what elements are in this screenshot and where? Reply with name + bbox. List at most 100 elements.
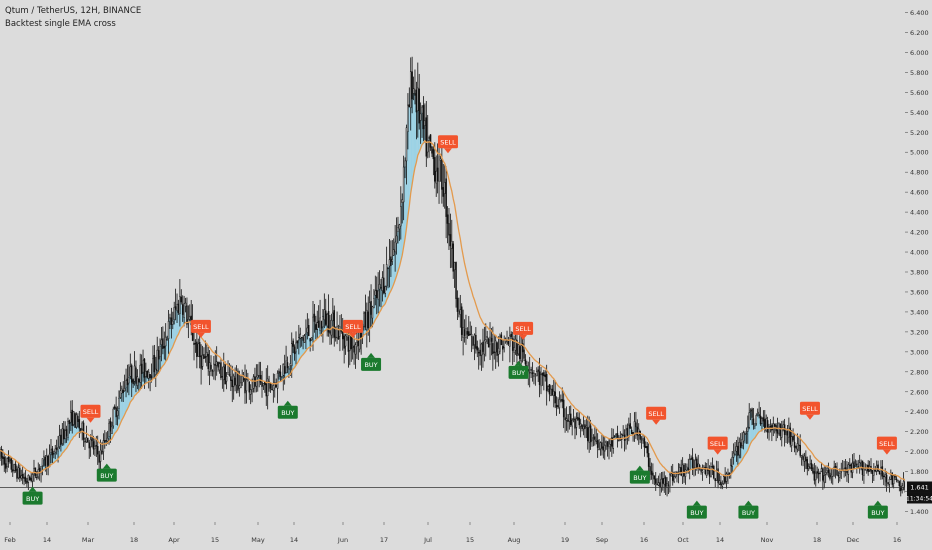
sell-signal[interactable]: SELL	[190, 319, 211, 338]
time-tick-label: Sep	[596, 536, 608, 544]
candle	[698, 463, 701, 471]
sell-signal[interactable]: SELL	[342, 319, 363, 338]
candle-body	[201, 354, 204, 367]
price-tick-label: 6.000	[910, 49, 929, 57]
time-tick-label: 15	[466, 536, 474, 544]
candle-body	[9, 459, 11, 461]
buy-signal[interactable]: BUY	[629, 465, 650, 484]
candle-body	[293, 346, 296, 355]
buy-signal[interactable]: BUY	[508, 360, 529, 379]
candle	[574, 416, 576, 440]
time-axis[interactable]: Feb 14 Mar 18 Apr 15 May 14 Jun 17 Jul 15 Aug 19 Sep 16…	[0, 522, 932, 550]
candle	[602, 435, 605, 459]
candle	[78, 410, 81, 438]
candle-body	[762, 417, 765, 422]
candle	[708, 465, 711, 485]
candle-body	[237, 370, 239, 391]
candle	[157, 346, 160, 374]
buy-signal[interactable]: BUY	[361, 352, 382, 371]
price-tick-label: 5.600	[910, 89, 929, 97]
candle-body	[179, 295, 181, 315]
sell-signal[interactable]: SELL	[707, 436, 728, 455]
candle	[493, 335, 496, 360]
candle-body	[275, 384, 277, 388]
buy-signal[interactable]: BUY	[867, 500, 888, 519]
price-tick-label: 5.400	[910, 109, 929, 117]
candle	[443, 164, 446, 209]
candle-body	[238, 385, 241, 389]
candle	[336, 311, 338, 345]
sell-label-text: SELL	[648, 410, 664, 418]
buy-label-box	[22, 491, 43, 505]
candle-body	[524, 359, 527, 365]
candle	[533, 370, 535, 385]
candle-body	[262, 383, 265, 386]
candle-body	[411, 71, 413, 100]
candle-body	[572, 418, 575, 421]
candle	[385, 246, 388, 291]
candle	[255, 364, 258, 393]
buy-signal[interactable]: BUY	[686, 500, 707, 519]
candle-body	[705, 467, 708, 476]
time-tick-label: 16	[893, 536, 901, 544]
candle-body	[779, 423, 782, 437]
candle	[713, 464, 715, 480]
sell-signal[interactable]: SELL	[437, 135, 458, 154]
candle	[562, 391, 565, 429]
candle-body	[70, 412, 72, 423]
buy-signal[interactable]: BUY	[96, 463, 117, 482]
candle-body	[745, 433, 748, 435]
candle-body	[792, 435, 794, 441]
sell-signal[interactable]: SELL	[646, 406, 667, 425]
candle	[473, 333, 476, 361]
buy-signal[interactable]: BUY	[277, 400, 298, 419]
candle	[200, 344, 202, 385]
buy-label-box	[361, 357, 382, 371]
candle-body	[741, 439, 743, 446]
candle	[864, 463, 867, 471]
candle	[305, 319, 307, 350]
candle	[439, 155, 442, 182]
candle	[434, 142, 436, 189]
candle	[731, 450, 733, 473]
candle-body	[281, 376, 283, 378]
candle	[738, 437, 741, 459]
candle-body	[773, 423, 776, 427]
candle	[102, 433, 105, 460]
candle-body	[622, 433, 624, 436]
candle-body	[167, 321, 170, 339]
candle-body	[30, 477, 32, 482]
candle	[541, 372, 544, 386]
candle	[664, 475, 667, 495]
candle-body	[87, 437, 89, 443]
candle-body	[89, 439, 92, 448]
candle	[194, 339, 197, 353]
sell-signal[interactable]: SELL	[799, 401, 820, 420]
candle-body	[265, 381, 268, 397]
candle-body	[772, 423, 775, 430]
candle	[132, 378, 134, 388]
price-axis[interactable]: 1.2001.4001.6001.8002.0002.2002.4002.600…	[905, 0, 932, 550]
price-tick-label: 4.800	[910, 169, 929, 177]
candle	[892, 474, 895, 489]
candle-body	[223, 366, 225, 381]
candle-body	[366, 309, 368, 330]
candle	[428, 135, 430, 158]
candle-body	[596, 440, 599, 448]
candle	[446, 206, 449, 244]
candle-body	[2, 456, 4, 459]
buy-signal[interactable]: BUY	[22, 486, 43, 505]
candle-body	[424, 120, 426, 126]
buy-label-text: BUY	[871, 509, 884, 517]
candle-body	[296, 340, 299, 344]
candle	[652, 463, 654, 485]
candle	[619, 431, 622, 442]
candle-body	[225, 376, 228, 382]
sell-signal[interactable]: SELL	[876, 436, 897, 455]
ema-fill-segment	[413, 88, 415, 176]
sell-signal[interactable]: SELL	[80, 404, 101, 423]
buy-signal[interactable]: BUY	[738, 500, 759, 519]
sell-signal[interactable]: SELL	[513, 321, 534, 340]
